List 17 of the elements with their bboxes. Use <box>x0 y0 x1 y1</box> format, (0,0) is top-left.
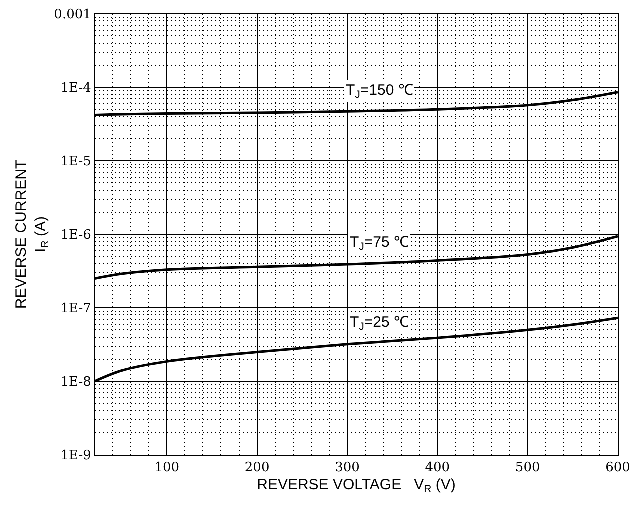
y-tick-label: 0.001 <box>54 8 92 23</box>
x-tick-label: 600 <box>606 460 630 476</box>
x-tick-label: 400 <box>425 460 450 476</box>
x-tick-label: 100 <box>154 460 180 476</box>
x-tick-label: 200 <box>244 460 270 476</box>
y-tick-label: 1E-9 <box>60 448 92 464</box>
x-axis-title: REVERSE VOLTAGE V$_{R}$ (V) <box>257 476 456 496</box>
x-tick-label: 300 <box>335 460 360 476</box>
y-tick-label: 1E-8 <box>60 375 92 390</box>
x-tick-label: 500 <box>515 460 540 476</box>
annotation: T$_{J}$=25 ℃ <box>350 314 410 334</box>
y-tick-label: 1E-6 <box>60 228 92 244</box>
y-tick-label: 1E-5 <box>60 154 92 170</box>
y-tick-label: 1E-7 <box>60 302 92 317</box>
annotation: T$_{J}$=75 ℃ <box>350 234 410 254</box>
y-tick-label: 1E-4 <box>60 81 92 96</box>
annotation: T$_{J}$=150 ℃ <box>346 82 414 102</box>
